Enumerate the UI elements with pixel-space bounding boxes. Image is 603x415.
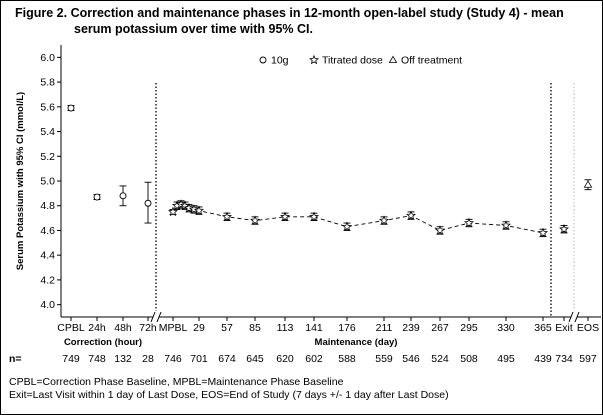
x-tick-label: 239 [402, 322, 420, 334]
figure-title: Figure 2. Correction and maintenance pha… [15, 5, 595, 37]
y-tick-label: 5.0 [40, 176, 55, 188]
n-value: 597 [579, 353, 597, 365]
legend-label: Off treatment [401, 55, 462, 67]
x-tick-label: 211 [376, 322, 393, 334]
y-tick-label: 4.4 [40, 250, 55, 262]
maintenance-point [379, 215, 389, 225]
maintenance-point [342, 221, 352, 231]
maintenance-point [250, 215, 260, 225]
axis-break-gap [571, 311, 577, 323]
x-tick-label: 113 [277, 322, 294, 334]
title-line-2: serum potassium over time with 95% CI. [74, 22, 313, 36]
footnotes: CPBL=Correction Phase Baseline, MPBL=Mai… [9, 376, 449, 402]
n-value: 645 [246, 353, 264, 365]
n-value: 132 [114, 353, 132, 365]
y-tick-label: 5.4 [40, 126, 55, 138]
axis-break-mark [568, 311, 574, 323]
x-tick-label: 330 [497, 322, 515, 334]
x-tick-label: Exit [555, 322, 573, 334]
eos-point [583, 180, 593, 188]
n-value: 734 [555, 353, 573, 365]
n-value: 748 [88, 353, 106, 365]
y-axis-label: Serum Potassium with 95% CI (mmol/L) [15, 92, 26, 270]
correction-point [67, 104, 75, 112]
maintenance-point [309, 211, 319, 222]
maintenance-point [538, 227, 548, 238]
x-tick-label: 29 [193, 322, 205, 334]
maintenance-point [280, 211, 290, 222]
x-tick-label: 24h [88, 322, 106, 334]
legend-label: Titrated dose [322, 55, 383, 67]
x-tick-label: 48h [114, 322, 132, 334]
n-value: 28 [142, 353, 154, 365]
n-value: 746 [164, 353, 182, 365]
n-value: 546 [402, 353, 420, 365]
correction-point [93, 193, 101, 201]
y-tick-label: 4.2 [40, 274, 55, 286]
x-tick-label: 176 [338, 322, 356, 334]
maintenance-point [189, 204, 199, 214]
maintenance-point [168, 206, 178, 217]
axis-break-mark [574, 311, 580, 323]
maintenance-point [222, 211, 232, 222]
x-tick-label: 85 [249, 322, 261, 334]
n-value: 602 [305, 353, 323, 365]
maintenance-point [435, 225, 445, 235]
n-value: 508 [460, 353, 478, 365]
legend-marker-triangle [388, 55, 398, 63]
n-value: 620 [276, 353, 294, 365]
n-value: 439 [534, 353, 552, 365]
maintenance-point [194, 205, 204, 215]
x-tick-label: 267 [431, 322, 449, 334]
x-tick-label: 57 [221, 322, 233, 334]
axis-break-mark [156, 311, 162, 323]
y-tick-label: 5.6 [40, 101, 55, 113]
maintenance-point [501, 220, 511, 230]
x-tick-label: 365 [534, 322, 552, 334]
n-value: 749 [62, 353, 80, 365]
n-value: 524 [431, 353, 449, 365]
x-tick-label: 72h [139, 322, 157, 334]
x-tick-label: 141 [305, 322, 323, 334]
maintenance-point [464, 217, 474, 228]
x-tick-label: CPBL [57, 322, 85, 334]
title-line-1: Figure 2. Correction and maintenance pha… [15, 6, 564, 20]
y-tick-label: 5.8 [40, 77, 55, 89]
correction-point [144, 199, 152, 207]
exit-point [559, 223, 569, 234]
n-label: n= [9, 353, 22, 365]
y-tick-label: 4.8 [40, 200, 55, 212]
y-tick-label: 4.0 [40, 299, 55, 311]
correction-section-label: Correction (hour) [64, 337, 142, 348]
maintenance-section-label: Maintenance (day) [315, 337, 398, 348]
n-value: 701 [190, 353, 208, 365]
n-value: 559 [375, 353, 393, 365]
n-value: 674 [218, 353, 236, 365]
n-value: 495 [497, 353, 515, 365]
footnote-line-1: CPBL=Correction Phase Baseline, MPBL=Mai… [9, 376, 344, 388]
legend-label: 10g [271, 55, 289, 67]
n-value: 588 [338, 353, 356, 365]
x-tick-label: MPBL [159, 322, 188, 334]
y-tick-label: 6.0 [40, 52, 55, 64]
correction-point [119, 192, 127, 200]
maintenance-point [184, 202, 194, 213]
y-tick-label: 5.2 [40, 151, 55, 163]
legend-marker-circle [259, 56, 267, 64]
axis-break-mark [150, 311, 156, 323]
axis-break-gap [153, 311, 159, 323]
y-tick-label: 4.6 [40, 225, 55, 237]
maintenance-point [406, 210, 416, 220]
legend-marker-star [309, 54, 319, 65]
x-tick-label: 295 [460, 322, 478, 334]
x-tick-label: EOS [577, 322, 599, 334]
footnote-line-2: Exit=Last Visit within 1 day of Last Dos… [9, 389, 449, 401]
